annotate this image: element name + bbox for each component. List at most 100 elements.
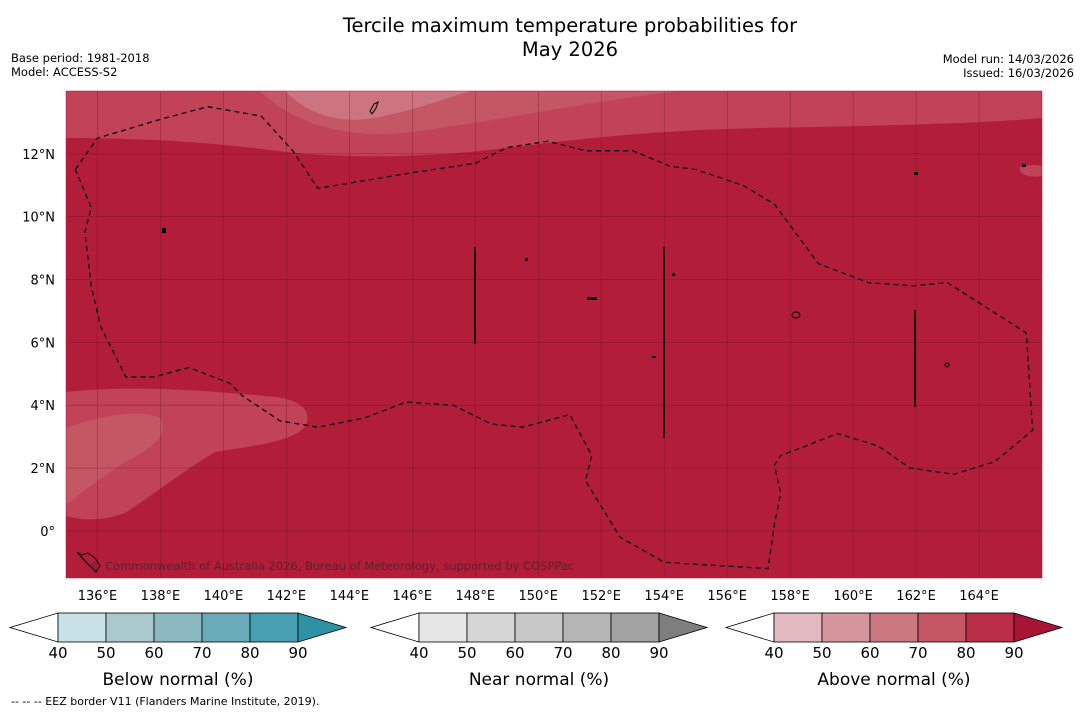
colorbar-segment <box>562 612 612 643</box>
map-panel: © Commonwealth of Australia 2026, Bureau… <box>65 90 1043 579</box>
colorbar-tick-label: 70 <box>553 644 572 662</box>
colorbar-tick-label: 60 <box>505 644 524 662</box>
colorbar-segment <box>466 612 516 643</box>
colorbar-high-extension <box>658 612 709 643</box>
atoll <box>672 273 675 276</box>
colorbar-label: Above normal (%) <box>817 670 970 690</box>
islands <box>76 101 950 573</box>
colorbar-segment <box>821 612 871 643</box>
colorbar-segment <box>773 612 823 643</box>
x-tick-label: 158°E <box>770 589 810 604</box>
colorbar-tick-label: 60 <box>144 644 163 662</box>
colorbar-tick-label: 50 <box>96 644 115 662</box>
colorbar-label: Near normal (%) <box>469 670 609 690</box>
region-above-60-west <box>66 413 164 505</box>
base-period: Base period: 1981-2018 <box>11 51 150 65</box>
y-tick-label: 8°N <box>31 274 56 289</box>
colorbar-low-extension <box>8 612 59 643</box>
colorbar-segment <box>201 612 251 643</box>
issued-date: Issued: 16/03/2026 <box>963 66 1074 80</box>
region-above-50-north <box>285 91 470 120</box>
copyright-text: © Commonwealth of Australia 2026, Bureau… <box>90 559 574 573</box>
x-axis: 136°E 138°E 140°E 142°E 144°E 146°E 148°E 150°E… <box>78 589 999 604</box>
y-tick-label: 0° <box>40 525 55 540</box>
colorbar-tick-label: 80 <box>601 644 620 662</box>
colorbar-tick-label: 40 <box>48 644 67 662</box>
x-tick-label: 138°E <box>141 589 181 604</box>
colorbar-2: 40 50 60 70 80 90 Near normal (%) <box>369 612 709 690</box>
colorbar-tick-label: 90 <box>288 644 307 662</box>
colorbar-high-extension <box>1013 612 1064 643</box>
kosrae-coastline <box>944 362 950 368</box>
x-tick-label: 144°E <box>330 589 370 604</box>
model-run: Model run: 14/03/2026 <box>942 52 1074 66</box>
y-tick-label: 10°N <box>22 211 55 226</box>
probability-field-background <box>66 91 1042 578</box>
model-name: Model: ACCESS-S2 <box>11 65 118 79</box>
colorbar-segment <box>249 612 299 643</box>
x-tick-label: 152°E <box>581 589 621 604</box>
eez-border <box>74 106 1034 570</box>
x-tick-label: 156°E <box>707 589 747 604</box>
colorbar-segment <box>57 612 107 643</box>
colorbar-tick-label: 40 <box>764 644 783 662</box>
colorbar-low-extension <box>724 612 775 643</box>
guam-coastline <box>369 101 379 115</box>
colorbar-tick-label: 90 <box>1004 644 1023 662</box>
y-tick-label: 2°N <box>31 462 56 477</box>
metadata-right: Model run: 14/03/2026 Issued: 16/03/2026 <box>943 52 1074 80</box>
atoll <box>162 228 166 233</box>
graticule <box>66 91 1042 578</box>
atoll <box>914 172 918 175</box>
x-tick-label: 146°E <box>393 589 433 604</box>
colorbar-label: Below normal (%) <box>103 670 254 690</box>
region-above-70-east-islet <box>1019 165 1042 177</box>
atoll <box>652 356 656 358</box>
colorbar-tick-label: 40 <box>409 644 428 662</box>
atoll <box>587 297 597 300</box>
x-tick-label: 150°E <box>518 589 558 604</box>
x-tick-label: 160°E <box>833 589 873 604</box>
x-tick-label: 136°E <box>78 589 118 604</box>
x-tick-label: 154°E <box>644 589 684 604</box>
colorbar-tick-label: 80 <box>956 644 975 662</box>
y-tick-label: 4°N <box>31 399 56 414</box>
colorbar-low-extension <box>369 612 420 643</box>
chart-title: Tercile maximum temperature probabilitie… <box>0 14 1085 62</box>
colorbar-tick-label: 70 <box>192 644 211 662</box>
boundary-lines <box>474 247 916 438</box>
title-line-1: Tercile maximum temperature probabilitie… <box>342 14 798 37</box>
map-frame <box>65 90 1043 579</box>
title-line-2: May 2026 <box>521 38 619 61</box>
colorbar-tick-label: 90 <box>649 644 668 662</box>
colorbar-segment <box>869 612 919 643</box>
y-axis: 0° 2°N 4°N 6°N 8°N 10°N 12°N <box>22 148 55 540</box>
colorbar-segment <box>514 612 564 643</box>
colorbar-segment <box>917 612 967 643</box>
y-tick-label: 12°N <box>22 148 55 163</box>
x-tick-label: 164°E <box>959 589 999 604</box>
colorbar-segment <box>105 612 155 643</box>
colorbar-segment <box>610 612 660 643</box>
x-tick-label: 148°E <box>456 589 496 604</box>
palau-coastline <box>76 551 101 573</box>
colorbar-legends: 40 50 60 70 80 90 Below normal (%) 40 50 60 70 80 90… <box>8 612 1064 690</box>
colorbar-high-extension <box>297 612 348 643</box>
y-tick-label: 6°N <box>31 336 56 351</box>
metadata-left: Base period: 1981-2018 Model: ACCESS-S2 <box>11 51 150 79</box>
eez-footnote: -- -- -- EEZ border V11 (Flanders Marine… <box>11 695 320 708</box>
probability-regions <box>66 91 1042 520</box>
colorbar-tick-label: 60 <box>860 644 879 662</box>
colorbar-segment <box>153 612 203 643</box>
atoll <box>1022 164 1026 167</box>
colorbar-tick-label: 50 <box>812 644 831 662</box>
colorbar-tick-label: 70 <box>908 644 927 662</box>
x-tick-label: 140°E <box>204 589 244 604</box>
colorbar-segment <box>965 612 1015 643</box>
pohnpei-coastline <box>791 311 801 319</box>
colorbar-segment <box>418 612 468 643</box>
atolls <box>162 164 1026 358</box>
colorbar-tick-label: 50 <box>457 644 476 662</box>
colorbar-tick-label: 80 <box>240 644 259 662</box>
